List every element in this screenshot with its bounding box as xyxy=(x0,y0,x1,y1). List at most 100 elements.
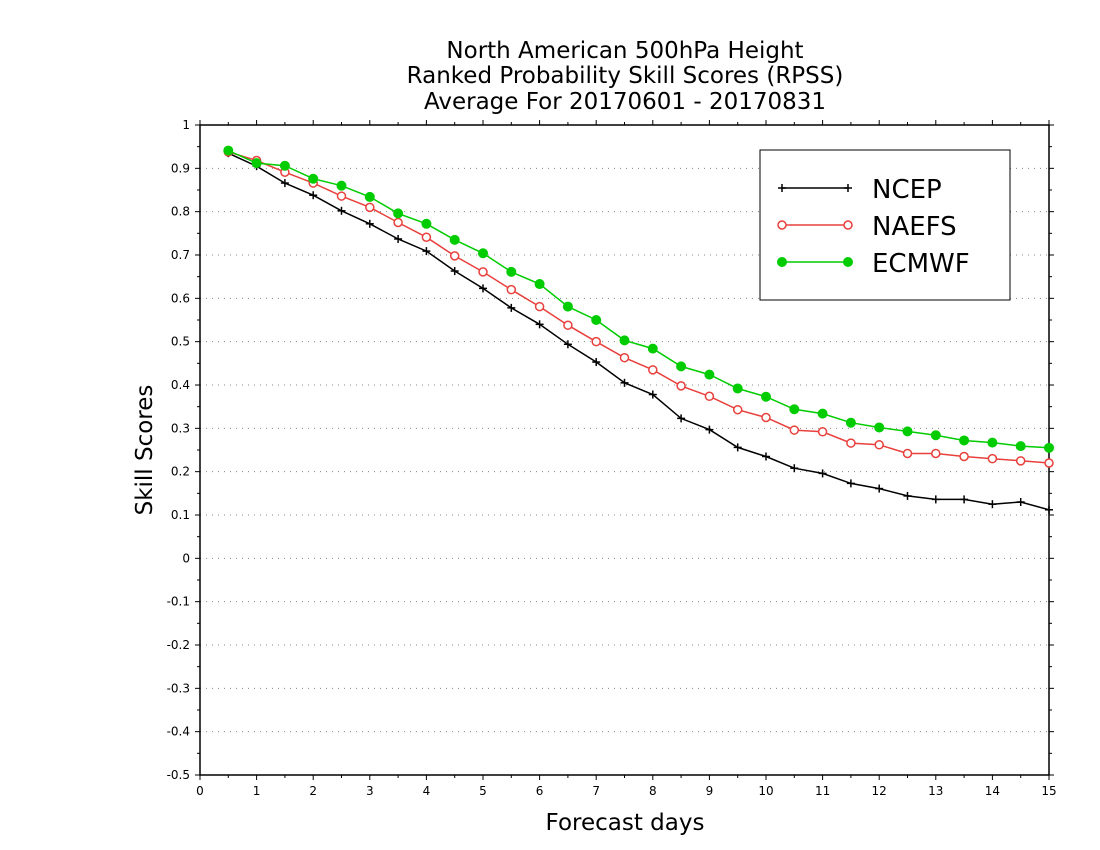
data-point xyxy=(987,437,998,448)
x-tick-label: 5 xyxy=(479,784,487,798)
x-axis-label: Forecast days xyxy=(545,810,705,836)
data-point xyxy=(336,180,347,191)
x-tick-label: 2 xyxy=(309,784,317,798)
data-point xyxy=(534,279,545,290)
data-point xyxy=(1044,442,1054,453)
data-point xyxy=(733,443,742,452)
data-point xyxy=(619,352,630,363)
y-tick-label: 0.8 xyxy=(171,205,190,219)
data-point xyxy=(931,495,940,504)
data-point xyxy=(789,425,800,435)
data-point xyxy=(223,145,234,156)
data-point xyxy=(1045,505,1053,514)
chart-title-line-3: Average For 20170601 - 20170831 xyxy=(423,89,827,115)
data-point xyxy=(732,383,743,394)
y-tick-label: -0.1 xyxy=(167,595,190,609)
data-point xyxy=(534,301,545,312)
legend-label: NCEP xyxy=(872,175,942,205)
data-point xyxy=(931,448,941,459)
data-point xyxy=(789,404,800,415)
data-point xyxy=(1015,441,1026,452)
data-point xyxy=(676,381,686,391)
data-point xyxy=(874,440,884,450)
data-point xyxy=(843,220,853,230)
data-point xyxy=(648,365,658,375)
y-tick-label: -0.4 xyxy=(167,725,190,739)
data-point xyxy=(1015,456,1026,466)
x-tick-label: 14 xyxy=(985,784,1000,798)
data-point xyxy=(647,343,658,354)
data-point xyxy=(422,247,431,256)
data-point xyxy=(506,284,517,295)
data-point xyxy=(875,484,884,493)
data-point xyxy=(778,184,786,192)
data-point xyxy=(393,208,404,219)
data-point xyxy=(449,251,460,261)
data-point xyxy=(619,335,630,346)
data-point xyxy=(903,491,912,500)
data-point xyxy=(987,453,998,464)
data-point xyxy=(421,232,432,242)
data-point xyxy=(336,191,347,201)
data-point xyxy=(479,284,487,293)
data-point xyxy=(478,267,488,277)
y-tick-label: -0.3 xyxy=(167,681,190,695)
data-point xyxy=(365,219,374,228)
data-point xyxy=(507,303,516,312)
data-point xyxy=(562,301,573,312)
legend: NCEP NAEFS ECMWF xyxy=(759,149,1011,301)
y-tick-label: 0 xyxy=(182,551,190,565)
legend-label: NAEFS xyxy=(872,212,957,242)
data-point xyxy=(777,220,787,230)
x-tick-label: 6 xyxy=(536,784,544,798)
data-point xyxy=(592,358,601,367)
data-point xyxy=(337,206,346,215)
x-tick-label: 12 xyxy=(872,784,887,798)
data-point xyxy=(591,315,602,325)
data-point xyxy=(959,435,970,446)
legend-item-naefs: NAEFS xyxy=(777,212,957,242)
data-point xyxy=(960,495,969,504)
x-tick-label: 1 xyxy=(253,784,261,798)
data-point xyxy=(308,173,319,184)
y-tick-label: 0.5 xyxy=(171,335,190,349)
data-point xyxy=(535,320,544,329)
legend-item-ecmwf: ECMWF xyxy=(777,249,970,279)
data-point xyxy=(874,422,885,433)
data-point xyxy=(393,217,403,228)
data-point xyxy=(280,179,289,188)
y-tick-label: 0.2 xyxy=(171,465,190,479)
data-point xyxy=(309,191,318,200)
x-tick-label: 10 xyxy=(758,784,773,798)
data-point xyxy=(394,234,403,243)
data-point xyxy=(817,427,828,437)
data-point xyxy=(251,158,262,169)
data-point xyxy=(1044,458,1054,468)
data-point xyxy=(762,452,770,461)
y-axis-label: Skill Scores xyxy=(132,384,158,516)
y-tick-label: 0.1 xyxy=(171,508,190,522)
x-tick-label: 11 xyxy=(815,784,830,798)
data-point xyxy=(846,479,855,488)
data-point xyxy=(761,412,771,423)
data-point xyxy=(845,417,856,428)
data-point xyxy=(988,500,997,509)
y-tick-label: 0.9 xyxy=(171,161,190,175)
data-point xyxy=(790,464,799,473)
y-tick-label: 0.4 xyxy=(171,378,190,392)
y-tick-label: -0.2 xyxy=(167,638,190,652)
data-point xyxy=(563,340,572,349)
chart-title-line-2: Ranked Probability Skill Scores (RPSS) xyxy=(406,63,844,89)
x-tick-label: 8 xyxy=(649,784,657,798)
x-tick-label: 7 xyxy=(592,784,600,798)
y-tick-label: 0.3 xyxy=(171,421,190,435)
data-point xyxy=(620,378,629,387)
data-point xyxy=(563,320,573,330)
data-point xyxy=(817,408,828,419)
data-point xyxy=(677,414,686,423)
data-point xyxy=(704,369,715,380)
series-naefs xyxy=(223,147,1054,468)
series-ecmwf xyxy=(223,145,1054,453)
y-tick-label: 0.7 xyxy=(171,248,190,262)
